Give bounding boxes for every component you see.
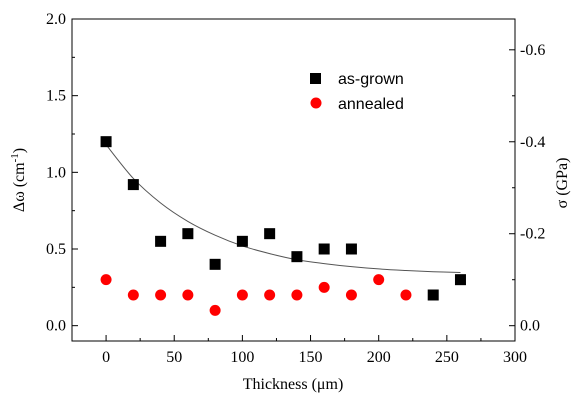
data-point-as-grown [209, 258, 221, 270]
x-axis: 0 50 100 150 200 250 300 [102, 335, 527, 366]
data-point-annealed [345, 289, 357, 301]
y-axis-title-close: ) [11, 148, 28, 153]
data-point-annealed [155, 289, 167, 301]
legend-label-as-grown: as-grown [338, 71, 404, 88]
y-axis: 0.0 0.5 1.0 1.5 2.0 [46, 11, 78, 335]
y-tick-label: 2.0 [46, 11, 66, 28]
data-point-as-grown [182, 228, 194, 240]
y2-tick-label: 0.0 [520, 318, 540, 335]
y-axis-title-main: Δω (cm [11, 162, 28, 212]
legend: as-grown annealed [310, 71, 404, 113]
data-point-annealed [236, 289, 248, 301]
y-axis-title: Δω (cm-1) [9, 148, 28, 212]
x-tick-label: 50 [166, 349, 182, 366]
data-point-as-grown [127, 179, 139, 191]
plot-frame [71, 18, 516, 342]
data-point-annealed [127, 289, 139, 301]
data-point-annealed [291, 289, 303, 301]
y2-tick-label: -0.4 [520, 134, 545, 151]
y2-tick-label: -0.2 [520, 226, 545, 243]
y-tick-label: 0.0 [46, 318, 66, 335]
data-point-as-grown [291, 251, 303, 263]
data-point-as-grown [264, 228, 276, 240]
y-tick-label: 1.5 [46, 88, 66, 105]
data-point-annealed [209, 304, 221, 316]
x-axis-title: Thickness (μm) [243, 376, 344, 393]
data-marks [100, 136, 466, 316]
data-point-as-grown [236, 235, 248, 247]
legend-marker-annealed [310, 97, 322, 109]
x-tick-label: 300 [503, 349, 527, 366]
data-point-as-grown [454, 274, 466, 286]
fit-curve [105, 144, 461, 273]
y2-axis-title: σ (GPa) [554, 158, 571, 209]
data-point-as-grown [100, 136, 112, 148]
data-point-annealed [373, 274, 385, 286]
x-tick-label: 200 [367, 349, 391, 366]
data-point-annealed [100, 274, 112, 286]
x-tick-label: 100 [230, 349, 254, 366]
legend-marker-as-grown [310, 73, 321, 84]
legend-label-annealed: annealed [338, 96, 404, 113]
data-point-as-grown [155, 235, 167, 247]
data-point-annealed [182, 289, 194, 301]
y-tick-label: 0.5 [46, 241, 66, 258]
y2-axis: 0.0 -0.2 -0.4 -0.6 [509, 42, 545, 335]
y-axis-title-sup: -1 [9, 153, 21, 162]
data-point-as-grown [427, 289, 439, 301]
data-point-annealed [264, 289, 276, 301]
data-point-annealed [318, 281, 330, 293]
x-tick-label: 150 [299, 349, 323, 366]
y2-tick-label: -0.6 [520, 42, 545, 59]
x-tick-label: 250 [435, 349, 459, 366]
data-point-as-grown [345, 243, 357, 255]
y-tick-label: 1.0 [46, 164, 66, 181]
x-tick-label: 0 [102, 349, 110, 366]
data-point-as-grown [318, 243, 330, 255]
data-point-annealed [400, 289, 412, 301]
